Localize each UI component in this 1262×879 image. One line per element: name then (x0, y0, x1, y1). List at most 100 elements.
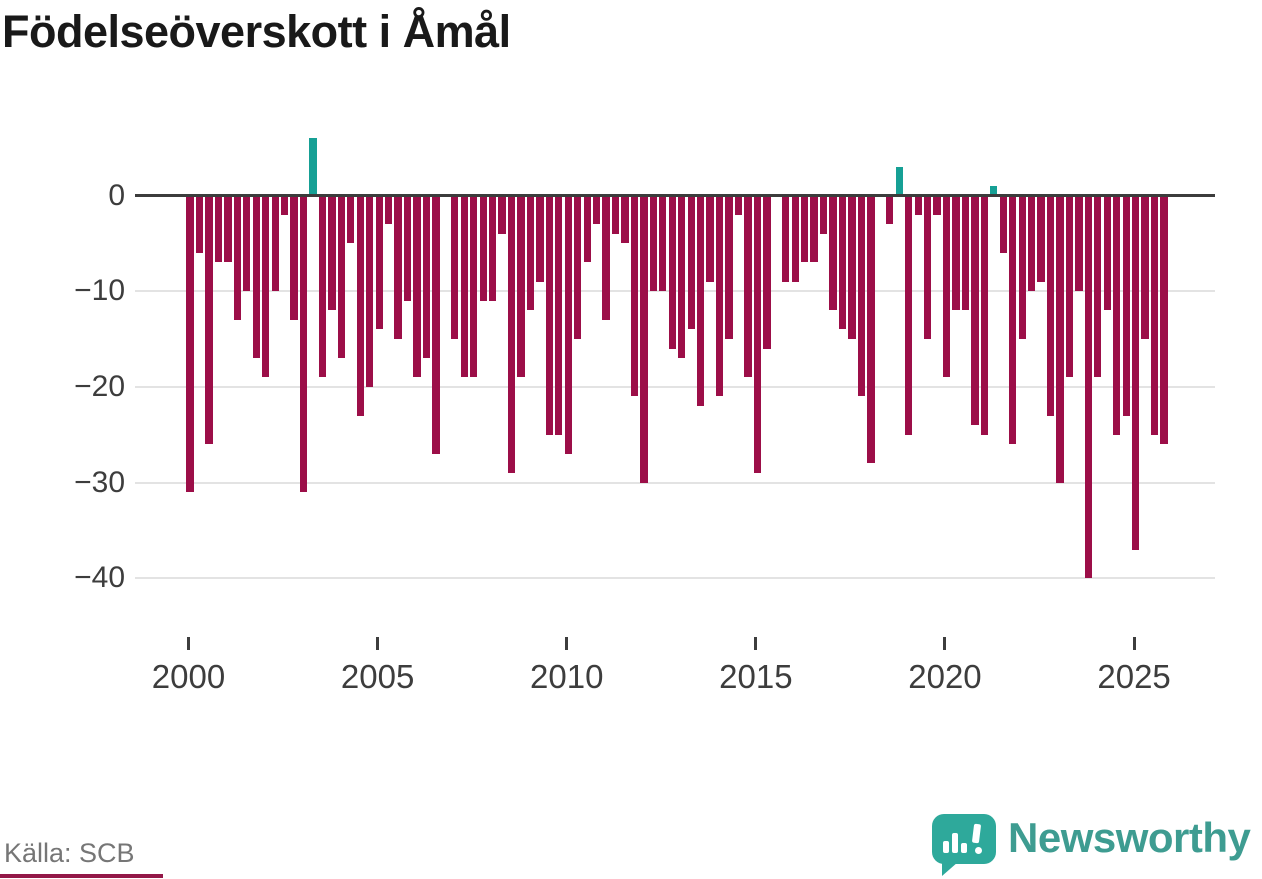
y-tick-label--30: −30 (74, 465, 125, 499)
bar-2014K1 (715, 195, 724, 397)
bar-2013K3 (697, 195, 705, 407)
bar-2004K2 (347, 195, 355, 244)
x-tick-2025 (1132, 637, 1136, 650)
bar-2002K1 (262, 195, 270, 378)
bar-2010K4 (593, 195, 601, 225)
x-tick-2000 (187, 637, 190, 650)
bar-2005K1 (375, 195, 383, 330)
bar-2018K4 (895, 166, 903, 196)
bar-2020K2 (952, 195, 960, 311)
bar-2006K2 (422, 195, 431, 359)
chart-title: Födelseöverskott i Åmål (2, 6, 511, 57)
y-tick-label--10: −10 (74, 274, 125, 308)
source-caption: Källa: SCB (4, 838, 135, 868)
x-tick-2015 (754, 637, 758, 650)
bar-2022K2 (1027, 195, 1036, 292)
bar-2003K3 (318, 195, 327, 378)
x-tick-label-2005: 2005 (340, 658, 415, 695)
bar-2006K1 (413, 195, 421, 378)
bar-2009K3 (545, 195, 554, 435)
bar-2020K3 (961, 195, 970, 311)
bar-2018K1 (867, 195, 875, 464)
bar-2000K3 (205, 195, 213, 445)
speech-bubble-shape (932, 814, 996, 864)
bar-2005K4 (403, 195, 412, 301)
bar-2017K1 (829, 195, 837, 311)
bar-2016K2 (801, 195, 809, 263)
bar-2007K4 (479, 195, 487, 301)
bar-2011K1 (602, 195, 610, 320)
newsworthy-logo-icon (932, 814, 998, 876)
bar-2018K3 (886, 195, 894, 225)
bar-2003K1 (299, 195, 308, 493)
bar-2015K4 (782, 195, 790, 282)
bar-2009K4 (555, 195, 563, 435)
logo-bar-2 (952, 833, 958, 853)
y-tick-label--20: −20 (74, 369, 125, 403)
bar-2023K2 (1065, 195, 1074, 378)
bar-2025K4 (1160, 195, 1168, 445)
bar-2015K1 (753, 195, 762, 474)
bar-2001K2 (233, 195, 241, 320)
bar-2011K3 (621, 195, 629, 244)
x-tick-label-2025: 2025 (1097, 658, 1171, 695)
logo-exclamation-dot (975, 847, 982, 854)
bar-2010K2 (574, 195, 582, 340)
bar-2014K2 (725, 195, 733, 340)
bar-2011K4 (630, 195, 639, 397)
bar-2022K4 (1046, 195, 1055, 416)
bar-2016K3 (810, 195, 818, 263)
bar-2014K4 (744, 195, 752, 378)
bar-2020K1 (942, 195, 951, 378)
bar-2019K2 (914, 195, 922, 215)
bar-2007K1 (451, 195, 459, 340)
bar-2005K2 (384, 195, 393, 225)
x-tick-2010 (565, 637, 569, 650)
y-tick-label-0: 0 (108, 178, 125, 212)
bar-2001K3 (243, 195, 251, 292)
bar-2001K1 (224, 195, 232, 263)
bar-2011K2 (611, 195, 620, 234)
zero-baseline (135, 193, 1215, 197)
bar-2000K2 (195, 195, 204, 253)
bar-2002K2 (271, 195, 279, 292)
bar-2019K3 (923, 195, 932, 340)
bar-2002K4 (290, 195, 298, 320)
bar-2017K2 (838, 195, 847, 330)
bar-2006K3 (432, 195, 440, 454)
bar-2004K4 (366, 195, 374, 387)
bar-2024K2 (1103, 195, 1111, 311)
bar-2000K4 (214, 195, 223, 263)
x-tick-label-2000: 2000 (151, 658, 226, 695)
bar-2017K4 (857, 195, 866, 397)
bar-2007K2 (460, 195, 468, 378)
bar-2012K2 (649, 195, 658, 292)
bar-2007K3 (470, 195, 478, 378)
bar-2010K1 (564, 195, 572, 454)
bar-2021K2 (990, 185, 998, 196)
x-tick-label-2020: 2020 (908, 658, 982, 695)
bar-2023K3 (1075, 195, 1083, 292)
bar-2010K3 (583, 195, 591, 263)
bar-2008K3 (507, 195, 516, 474)
bar-2004K3 (356, 195, 364, 416)
bar-2023K1 (1056, 195, 1064, 483)
bar-2016K4 (819, 195, 828, 234)
bar-2015K2 (763, 195, 771, 349)
bar-2024K1 (1094, 195, 1102, 378)
newsworthy-logo: Newsworthy (932, 812, 1262, 876)
newsworthy-wordmark: Newsworthy (1008, 814, 1251, 861)
gridline--40 (135, 577, 1215, 580)
bar-2025K2 (1141, 195, 1149, 340)
bar-2012K4 (668, 195, 676, 349)
bar-2005K3 (394, 195, 402, 340)
bar-2019K1 (905, 195, 913, 435)
bar-2002K3 (280, 195, 289, 215)
bar-2009K2 (536, 195, 544, 282)
bar-2021K4 (1009, 195, 1017, 445)
bar-2013K1 (678, 195, 686, 359)
x-tick-label-2010: 2010 (530, 658, 604, 695)
speech-bubble-tail (942, 862, 958, 876)
